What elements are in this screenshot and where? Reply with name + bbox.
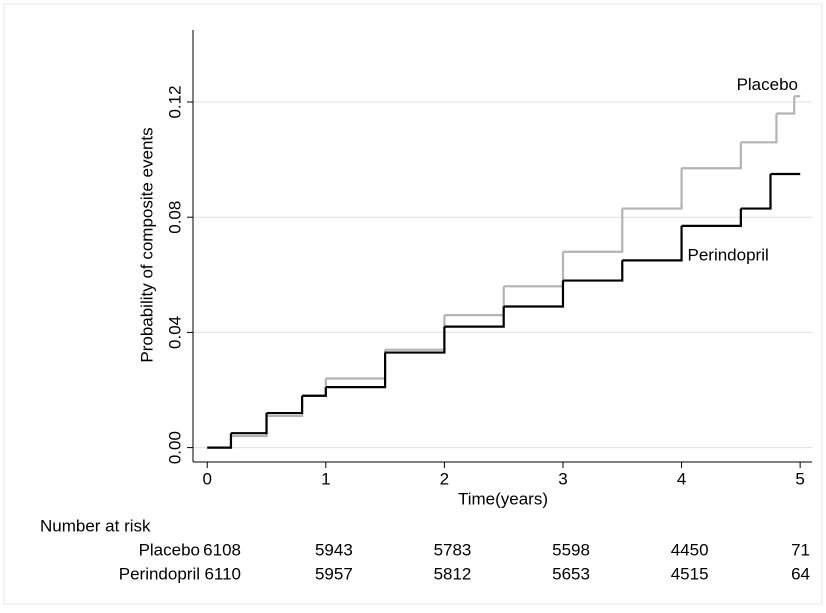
risk-row-label: Placebo <box>139 540 200 559</box>
y-tick-label: 0.00 <box>165 431 184 464</box>
survival-step <box>562 208 624 253</box>
x-tick-label: 1 <box>321 469 330 488</box>
survival-step <box>207 436 233 449</box>
risk-count: 6108 <box>203 540 241 559</box>
survival-step <box>681 142 742 170</box>
risk-count: 4515 <box>671 564 709 583</box>
y-tick-label: 0.08 <box>165 201 184 234</box>
survival-step <box>325 349 387 380</box>
risk-count: 5653 <box>552 564 590 583</box>
survival-step <box>444 306 505 328</box>
survival-step <box>622 168 683 210</box>
survival-step <box>776 96 796 115</box>
y-tick-label: 0.12 <box>165 85 184 118</box>
survival-step <box>740 174 772 210</box>
y-tick-label: 0.04 <box>165 316 184 349</box>
risk-count: 4450 <box>671 540 709 559</box>
risk-table-title: Number at risk <box>40 516 151 535</box>
risk-count: 64 <box>791 564 810 583</box>
y-axis-label: Probability of composite events <box>137 127 156 362</box>
x-tick-label: 0 <box>202 469 211 488</box>
series-label: Placebo <box>737 75 798 94</box>
risk-count: 5812 <box>434 564 472 583</box>
risk-count: 5943 <box>315 540 353 559</box>
survival-step <box>740 113 778 144</box>
risk-count: 71 <box>791 540 810 559</box>
survival-step <box>681 208 742 227</box>
risk-count: 5783 <box>434 540 472 559</box>
survival-step <box>302 387 327 397</box>
x-tick-label: 4 <box>677 469 686 488</box>
survival-step <box>503 280 565 308</box>
survival-step <box>230 413 268 435</box>
survival-step <box>325 352 387 389</box>
frame <box>3 3 823 605</box>
survival-step <box>207 433 233 449</box>
risk-count: 6110 <box>204 564 241 583</box>
x-axis-label: Time(years) <box>458 489 548 508</box>
survival-step <box>266 395 304 415</box>
survival-step <box>385 326 446 354</box>
survival-step <box>302 378 327 397</box>
x-tick-label: 2 <box>440 469 449 488</box>
risk-count: 5957 <box>315 564 353 583</box>
x-tick-label: 5 <box>795 469 804 488</box>
risk-row-label: Perindopril <box>119 564 200 583</box>
survival-step <box>444 286 505 317</box>
survival-step <box>503 251 565 288</box>
x-tick-label: 3 <box>558 469 567 488</box>
survival-step <box>622 225 683 262</box>
risk-count: 5598 <box>552 540 590 559</box>
survival-step <box>562 260 624 282</box>
series-label: Perindopril <box>687 245 768 264</box>
